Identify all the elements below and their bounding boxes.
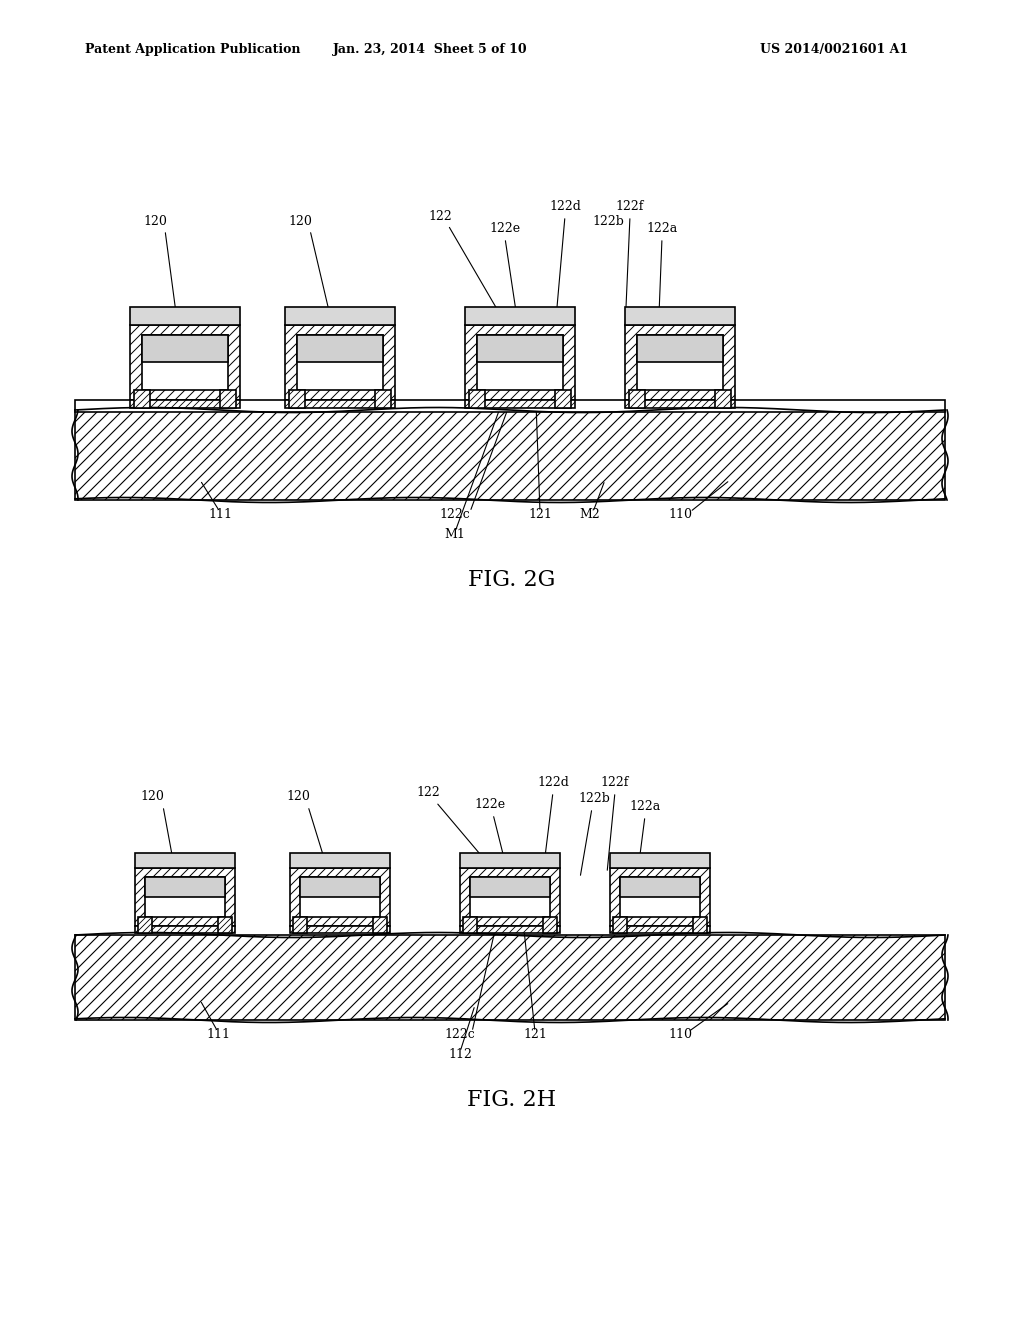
Bar	[460, 869, 560, 927]
Bar	[142, 335, 228, 362]
Bar	[463, 917, 477, 933]
Bar	[613, 917, 627, 933]
Text: 112: 112	[449, 1048, 472, 1061]
Bar	[293, 917, 307, 933]
Text: 120: 120	[288, 215, 312, 228]
Text: 122d: 122d	[537, 776, 569, 789]
Text: M2: M2	[580, 508, 600, 521]
Bar	[75, 411, 945, 500]
Text: 122a: 122a	[630, 800, 660, 813]
Text: 110: 110	[668, 1028, 692, 1041]
Bar	[285, 308, 395, 325]
Bar	[610, 853, 710, 869]
Bar	[620, 876, 700, 898]
Text: 122f: 122f	[615, 201, 644, 213]
Text: 111: 111	[208, 508, 232, 521]
Bar	[460, 927, 560, 933]
Bar	[134, 389, 150, 408]
Text: 120: 120	[286, 789, 310, 803]
Bar	[130, 400, 240, 408]
Bar	[138, 917, 152, 933]
Bar	[629, 389, 645, 408]
Bar	[300, 876, 380, 898]
Text: 120: 120	[143, 215, 167, 228]
Bar	[620, 876, 700, 917]
Bar	[285, 400, 395, 408]
Bar	[637, 335, 723, 389]
Bar	[460, 853, 560, 869]
Bar	[477, 335, 563, 389]
Text: FIG. 2G: FIG. 2G	[468, 569, 556, 591]
Bar	[290, 927, 390, 933]
Bar	[135, 927, 234, 933]
Bar	[625, 325, 735, 400]
Text: 122b: 122b	[592, 215, 624, 228]
Bar	[465, 325, 575, 400]
Bar	[130, 325, 240, 400]
Bar	[75, 400, 945, 412]
Text: 122: 122	[428, 210, 452, 223]
Text: 120: 120	[140, 789, 164, 803]
Bar	[470, 876, 550, 898]
Bar	[610, 927, 710, 933]
Bar	[145, 876, 225, 917]
Bar	[610, 869, 710, 927]
Bar	[218, 917, 232, 933]
Bar	[465, 400, 575, 408]
Bar	[465, 308, 575, 325]
Bar	[715, 389, 731, 408]
Bar	[470, 876, 550, 917]
Text: 111: 111	[206, 1028, 230, 1041]
Bar	[297, 335, 383, 389]
Bar	[145, 876, 225, 898]
Bar	[75, 935, 945, 1020]
Text: 122f: 122f	[601, 776, 629, 789]
Bar	[555, 389, 571, 408]
Text: 122e: 122e	[489, 222, 520, 235]
Bar	[297, 335, 383, 362]
Bar	[290, 853, 390, 869]
Text: 122c: 122c	[439, 508, 470, 521]
Text: 122a: 122a	[646, 222, 678, 235]
Bar	[135, 869, 234, 927]
Text: 122e: 122e	[474, 799, 506, 810]
Bar	[637, 335, 723, 362]
Bar	[625, 308, 735, 325]
Bar	[543, 917, 557, 933]
Text: US 2014/0021601 A1: US 2014/0021601 A1	[760, 44, 908, 57]
Bar	[142, 335, 228, 389]
Text: 121: 121	[528, 508, 552, 521]
Text: 110: 110	[668, 508, 692, 521]
Bar	[373, 917, 387, 933]
Bar	[300, 876, 380, 917]
Bar	[289, 389, 305, 408]
Text: 121: 121	[523, 1028, 547, 1041]
Text: 122d: 122d	[549, 201, 581, 213]
Bar	[477, 335, 563, 362]
Text: 122c: 122c	[444, 1028, 475, 1041]
Text: 122: 122	[416, 785, 440, 799]
Bar	[220, 389, 236, 408]
Bar	[375, 389, 391, 408]
Bar	[135, 853, 234, 869]
Bar	[469, 389, 485, 408]
Text: 122b: 122b	[579, 792, 610, 805]
Bar	[693, 917, 707, 933]
Bar	[625, 400, 735, 408]
Text: Patent Application Publication: Patent Application Publication	[85, 44, 300, 57]
Bar	[285, 325, 395, 400]
Bar	[290, 869, 390, 927]
Text: M1: M1	[444, 528, 466, 541]
Text: Jan. 23, 2014  Sheet 5 of 10: Jan. 23, 2014 Sheet 5 of 10	[333, 44, 527, 57]
Bar	[130, 308, 240, 325]
Text: FIG. 2H: FIG. 2H	[467, 1089, 557, 1111]
